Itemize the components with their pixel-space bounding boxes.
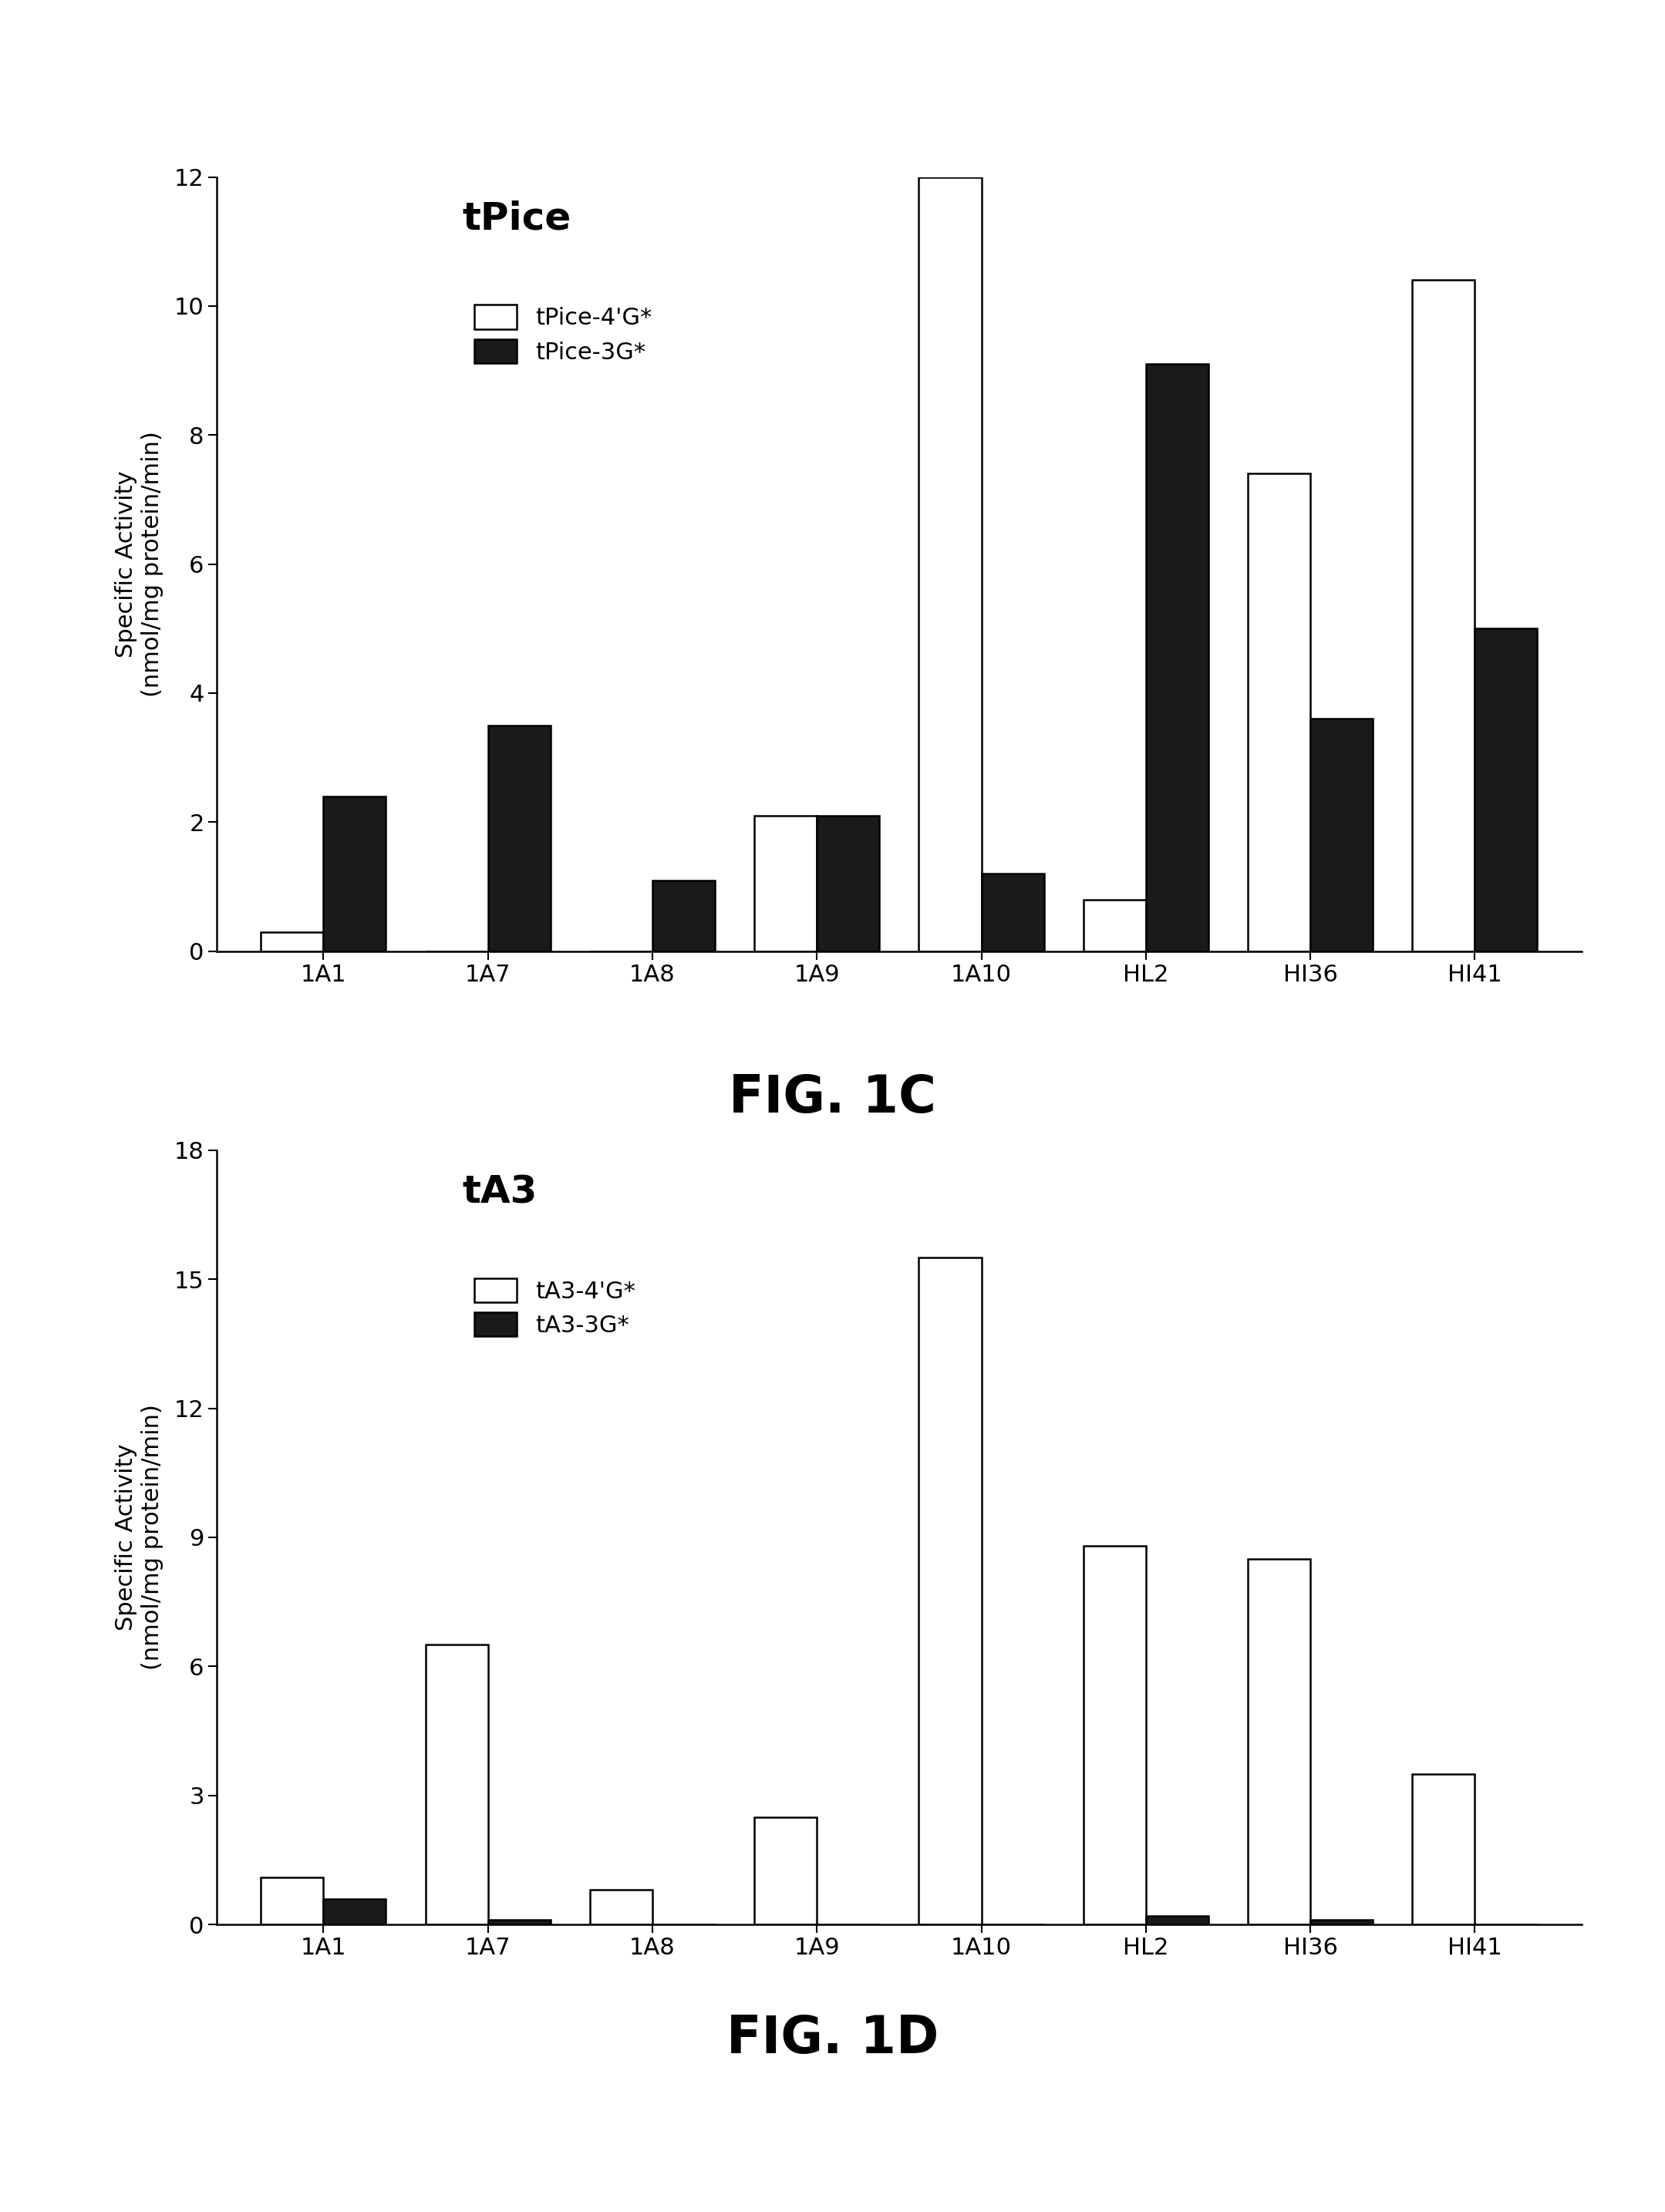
Bar bbox=[261, 1878, 323, 1924]
Bar bbox=[323, 1898, 386, 1924]
Text: FIG. 1C: FIG. 1C bbox=[729, 1073, 936, 1124]
Bar bbox=[589, 1889, 653, 1924]
Legend: tA3-4'G*, tA3-3G*: tA3-4'G*, tA3-3G* bbox=[475, 1279, 636, 1336]
Bar bbox=[981, 874, 1044, 951]
Bar bbox=[818, 816, 879, 951]
Bar bbox=[754, 816, 818, 951]
Bar bbox=[1412, 281, 1475, 951]
Bar bbox=[1146, 365, 1209, 951]
Bar bbox=[1247, 1559, 1310, 1924]
Bar bbox=[1146, 1916, 1209, 1924]
Bar bbox=[754, 1816, 818, 1924]
Y-axis label: Specific Activity
(nmol/mg protein/min): Specific Activity (nmol/mg protein/min) bbox=[115, 1405, 163, 1670]
Text: tPice: tPice bbox=[463, 199, 571, 237]
Bar bbox=[1247, 473, 1310, 951]
Text: tA3: tA3 bbox=[463, 1172, 538, 1210]
Bar bbox=[919, 177, 981, 951]
Bar bbox=[488, 726, 551, 951]
Legend: tPice-4'G*, tPice-3G*: tPice-4'G*, tPice-3G* bbox=[475, 305, 653, 363]
Bar bbox=[1412, 1774, 1475, 1924]
Bar bbox=[1310, 1920, 1374, 1924]
Bar bbox=[425, 1646, 488, 1924]
Bar bbox=[1310, 719, 1374, 951]
Bar bbox=[1084, 1546, 1146, 1924]
Bar bbox=[488, 1920, 551, 1924]
Bar bbox=[919, 1259, 981, 1924]
Bar bbox=[261, 931, 323, 951]
Bar bbox=[1475, 628, 1537, 951]
Bar bbox=[323, 796, 386, 951]
Bar bbox=[1084, 900, 1146, 951]
Bar bbox=[653, 880, 714, 951]
Y-axis label: Specific Activity
(nmol/mg protein/min): Specific Activity (nmol/mg protein/min) bbox=[115, 431, 163, 697]
Text: FIG. 1D: FIG. 1D bbox=[726, 2013, 939, 2064]
